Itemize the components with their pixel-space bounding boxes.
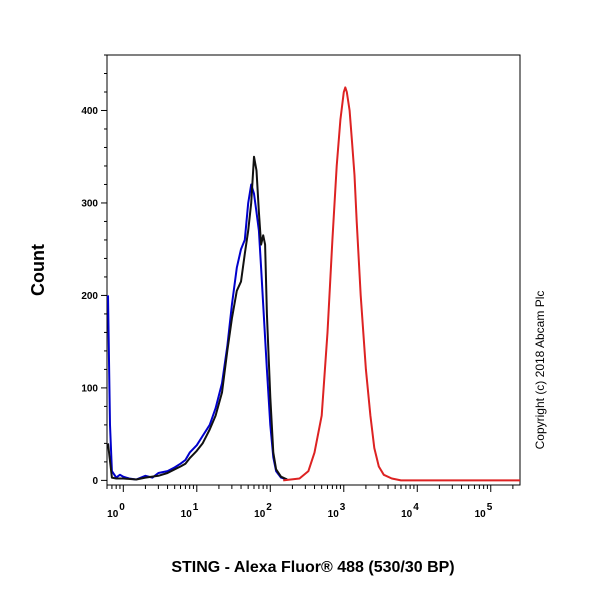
x-tick-label: 10 bbox=[401, 509, 413, 520]
y-axis-title: Count bbox=[28, 244, 48, 296]
x-tick-label: 10 bbox=[107, 509, 119, 520]
x-tick-label: 10 bbox=[254, 509, 266, 520]
y-tick-label: 300 bbox=[81, 198, 98, 209]
x-tick-exponent: 0 bbox=[119, 502, 125, 513]
histogram-series-2 bbox=[107, 155, 288, 481]
series-layer bbox=[107, 86, 520, 482]
y-axis-ticks: 0 100 200 300 400 bbox=[81, 106, 107, 487]
x-tick-exponent: 4 bbox=[413, 502, 419, 513]
y-tick-label: 0 bbox=[92, 476, 98, 487]
x-tick-label: 10 bbox=[181, 509, 193, 520]
x-tick-exponent: 5 bbox=[487, 502, 493, 513]
histogram-series-3 bbox=[283, 86, 520, 482]
x-tick-exponent: 3 bbox=[340, 502, 346, 513]
copyright-annotation: Copyright (c) 2018 Abcam Plc bbox=[533, 291, 547, 450]
x-tick-label: 10 bbox=[475, 509, 487, 520]
y-tick-label: 400 bbox=[81, 106, 98, 117]
y-minor-ticks bbox=[104, 54, 107, 463]
y-tick-label: 200 bbox=[81, 291, 98, 302]
y-tick-label: 100 bbox=[81, 383, 98, 394]
plot-frame bbox=[106, 54, 521, 486]
x-tick-label: 10 bbox=[328, 509, 340, 520]
x-axis-title: STING - Alexa Fluor® 488 (530/30 BP) bbox=[171, 559, 454, 576]
x-tick-exponent: 1 bbox=[193, 502, 199, 513]
x-tick-exponent: 2 bbox=[266, 502, 272, 513]
